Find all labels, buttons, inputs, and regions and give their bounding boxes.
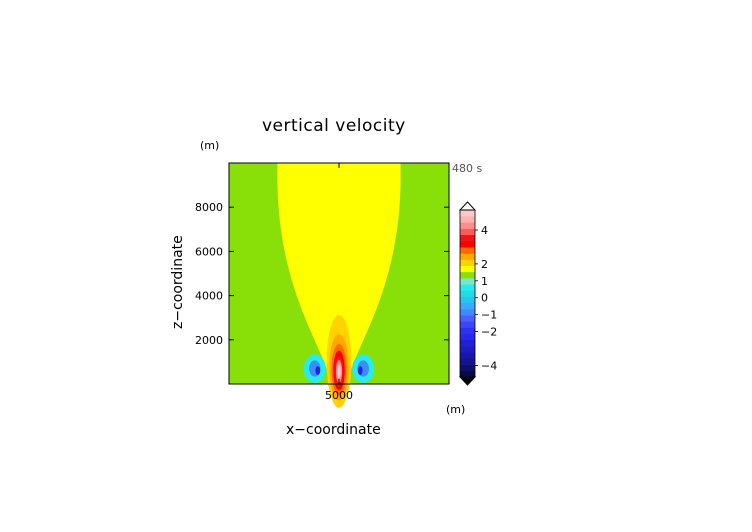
colorbar-segment	[460, 302, 475, 310]
z-tick-label: 4000	[195, 290, 223, 303]
z-tick-label: 6000	[195, 245, 223, 258]
z-tick-label: 2000	[195, 334, 223, 347]
colorbar-segment	[460, 370, 475, 378]
colorbar-tick-label: 0	[481, 292, 488, 305]
colorbar-segment	[460, 234, 475, 242]
colorbar-segment	[460, 321, 475, 328]
colorbar-segment	[460, 290, 475, 297]
updraft-peak	[337, 364, 341, 379]
colorbar-segment	[460, 222, 475, 229]
colorbar-segment	[460, 308, 475, 316]
colorbar-tick-label: −1	[481, 309, 497, 322]
colorbar-segment	[460, 278, 475, 285]
colorbar-segment	[460, 271, 475, 279]
colorbar-segment	[460, 259, 475, 266]
colorbar-segment	[460, 253, 475, 260]
colorbar-tick-label: −2	[481, 326, 497, 339]
colorbar-tick-label: 1	[481, 275, 488, 288]
plume-region	[277, 163, 401, 384]
colorbar-segment	[460, 228, 475, 236]
downdraft-core	[315, 366, 321, 375]
colorbar-segment	[460, 216, 475, 223]
z-unit-label: (m)	[200, 139, 220, 152]
colorbar-extend-top	[458, 201, 477, 211]
colorbar-tick-label: 4	[481, 224, 488, 237]
colorbar-frame	[459, 209, 476, 378]
chart-title: vertical velocity	[262, 116, 406, 136]
downdraft-core	[357, 366, 363, 375]
colorbar-segment	[460, 327, 475, 335]
x-unit-label: (m)	[446, 403, 466, 416]
colorbar-extend-bottom	[458, 376, 477, 386]
colorbar-segment	[460, 265, 475, 273]
colorbar-segment	[460, 296, 475, 304]
time-label: 480 s	[452, 162, 483, 175]
colorbar-segment	[460, 315, 475, 322]
colorbar-segment	[460, 358, 475, 365]
colorbar-segment	[460, 247, 475, 254]
x-axis-label: x−coordinate	[286, 422, 381, 438]
colorbar-segment	[460, 339, 475, 347]
colorbar-segment	[460, 284, 475, 291]
colorbar-segment	[460, 333, 475, 341]
colorbar-segment	[460, 364, 475, 372]
colorbar-segment	[460, 240, 475, 248]
colorbar-segment	[460, 210, 475, 217]
colorbar-segment	[460, 352, 475, 359]
x-tick-label: 5000	[325, 389, 353, 402]
colorbar-tick-label: 2	[481, 258, 488, 271]
z-tick-label: 8000	[195, 201, 223, 214]
colorbar-segment	[460, 346, 475, 353]
colorbar-tick-label: −4	[481, 359, 497, 372]
